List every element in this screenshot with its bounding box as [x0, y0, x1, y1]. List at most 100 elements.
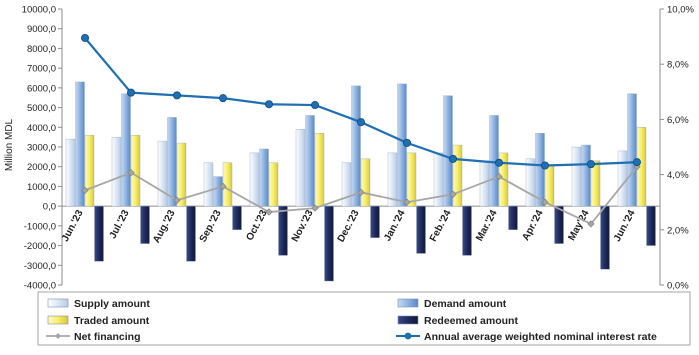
- y-tick-label: -3000,0: [24, 261, 56, 272]
- annual-average-weighted-nominal-interest-rate-point: [218, 94, 227, 103]
- net-financing-point: [81, 186, 89, 194]
- net-financing-point: [219, 182, 227, 191]
- legend-item-demand-amount: Demand amount: [397, 298, 507, 310]
- redeemed-amount-bar: [646, 205, 656, 246]
- annual-average-weighted-nominal-interest-rate-point: [310, 101, 319, 110]
- y2-tick-label: 8,0%: [667, 60, 689, 71]
- net-financing-point: [357, 188, 365, 196]
- y-tick-label: 9000,0: [27, 24, 56, 35]
- net-financing-point: [541, 198, 549, 206]
- y-tick-label: 7000,0: [27, 64, 56, 75]
- x-tick-label: Jul.'23: [108, 208, 132, 241]
- x-tick-label: Oct.'23: [244, 208, 269, 243]
- legend-label: Annual average weighted nominal interest…: [424, 331, 657, 343]
- annual-average-weighted-nominal-interest-rate-point: [172, 91, 181, 100]
- redeemed-amount-bar: [186, 205, 196, 262]
- demand-amount-bar: [259, 148, 269, 207]
- traded-amount-bar: [314, 132, 325, 207]
- y-tick-label: -2000,0: [24, 241, 56, 252]
- supply-amount-bar: [203, 162, 214, 207]
- x-tick-label: Feb.'24: [428, 208, 454, 244]
- supply-amount-bar: [525, 158, 536, 207]
- legend-swatch: [47, 298, 69, 308]
- y2-tick-label: 4,0%: [667, 170, 689, 181]
- y-tick-label: 2000,0: [27, 162, 56, 173]
- x-tick-label: Dec.'23: [336, 208, 362, 244]
- legend-item-traded-amount: Traded amount: [47, 315, 150, 327]
- y2-tick-label: 6,0%: [667, 115, 689, 126]
- x-tick-label: Jan.'24: [382, 208, 408, 243]
- y-tick-label: -1000,0: [24, 221, 56, 232]
- annual-average-weighted-nominal-interest-rate-point: [81, 33, 90, 42]
- demand-amount-bar: [121, 93, 131, 207]
- demand-amount-bar: [581, 144, 591, 207]
- redeemed-amount-bar: [278, 205, 288, 256]
- redeemed-amount-bar: [508, 205, 518, 230]
- net-financing-point: [403, 198, 411, 206]
- redeemed-amount-bar: [600, 205, 610, 270]
- y-tick-label: 6000,0: [27, 83, 56, 94]
- legend-label: Supply amount: [74, 298, 150, 310]
- traded-amount-bar: [360, 158, 371, 207]
- net-financing-point: [587, 220, 595, 228]
- supply-amount-bar: [341, 162, 352, 207]
- traded-amount-bar: [452, 144, 463, 207]
- net-financing-point: [173, 196, 181, 204]
- legend-item-net-financing: Net financing: [46, 331, 141, 343]
- demand-amount-bar: [167, 117, 177, 207]
- net-financing-point: [495, 172, 503, 181]
- legend-label: Demand amount: [424, 298, 507, 310]
- supply-amount-bar: [65, 138, 76, 207]
- supply-amount-bar: [111, 136, 122, 207]
- annual-average-weighted-nominal-interest-rate-point: [633, 158, 642, 167]
- y-tick-label: -4000,0: [24, 281, 56, 292]
- legend-item-redeemed-amount: Redeemed amount: [397, 315, 518, 327]
- demand-amount-bar: [351, 85, 361, 207]
- supply-amount-bar: [249, 152, 260, 207]
- net-financing-point: [449, 190, 457, 198]
- annual-average-weighted-nominal-interest-rate-point: [541, 161, 550, 170]
- annual-average-weighted-nominal-interest-rate-point: [448, 154, 457, 163]
- legend-swatch: [397, 298, 419, 308]
- legend-swatch-marker: [55, 333, 61, 339]
- x-tick-label: Jun.'24: [612, 208, 638, 244]
- supply-amount-bar: [571, 146, 582, 207]
- plot-area: -4000,0 -3000,0 -2000,0 -1000,0 0,0 1000,0 200…: [22, 5, 695, 292]
- y-tick-label: 3000,0: [27, 143, 56, 154]
- legend: Supply amount Demand amount Traded amount R…: [37, 291, 691, 346]
- annual-average-weighted-nominal-interest-rate-point: [356, 118, 365, 127]
- redeemed-amount-bar: [370, 205, 380, 238]
- x-tick-label: Aug.'23: [151, 208, 178, 245]
- supply-amount-bar: [157, 140, 168, 207]
- y-tick-label: 8000,0: [27, 44, 56, 55]
- legend-item-annual-average-weighted-nominal-interest-rate: Annual average weighted nominal interest…: [396, 331, 657, 343]
- annual-average-weighted-nominal-interest-rate-point: [127, 88, 136, 97]
- legend-label: Net financing: [74, 331, 141, 343]
- y-tick-label: 4000,0: [27, 123, 56, 134]
- demand-amount-bar: [305, 115, 315, 207]
- redeemed-amount-bar: [140, 205, 150, 244]
- redeemed-amount-bar: [554, 205, 564, 244]
- legend-swatch-marker: [404, 332, 412, 340]
- x-tick-label: Jun.'23: [60, 208, 86, 244]
- traded-amount-bar: [590, 160, 601, 207]
- x-tick-label: Nov.'23: [290, 208, 316, 244]
- demand-amount-bar: [213, 176, 223, 207]
- redeemed-amount-bar: [232, 205, 242, 230]
- traded-amount-bar: [84, 134, 95, 207]
- y-tick-label: 1000,0: [27, 182, 56, 193]
- demand-amount-bar: [75, 81, 85, 207]
- supply-amount-bar: [387, 152, 398, 207]
- traded-amount-bar: [406, 152, 417, 207]
- x-tick-label: Sep.'23: [198, 208, 224, 244]
- y2-tick-label: 10,0%: [667, 5, 694, 16]
- redeemed-amount-bar: [324, 205, 334, 282]
- y-tick-label: 0,0: [43, 202, 56, 213]
- x-tick-label: Mar.'24: [474, 208, 500, 243]
- supply-amount-bar: [617, 150, 628, 207]
- traded-amount-bar: [176, 142, 187, 207]
- legend-swatch: [47, 315, 69, 325]
- demand-amount-bar: [443, 95, 453, 207]
